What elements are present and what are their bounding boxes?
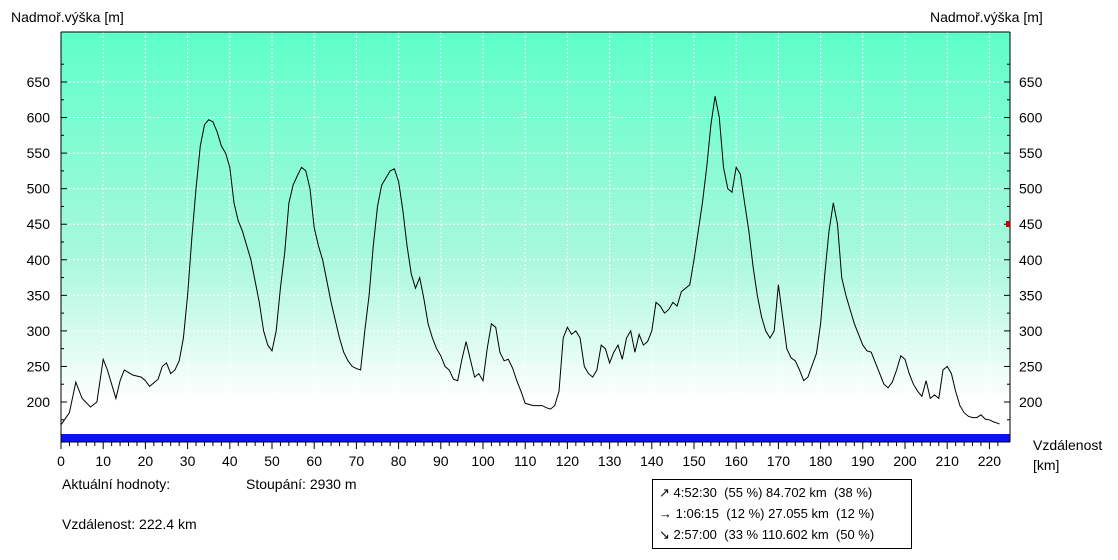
x-tick-label: 30: [180, 453, 196, 469]
x-tick-label: 190: [851, 453, 875, 469]
route-baseline-bar: [61, 434, 1010, 442]
y-axis-label-right: Nadmoř.výška [m]: [930, 9, 1043, 25]
x-tick-label: 140: [640, 453, 664, 469]
stats-text-descent: 2:57:00 (33 % 110.602 km (50 %): [673, 527, 875, 542]
plot-background: [61, 32, 1010, 442]
ascent-label: Stoupání: 2930 m: [246, 476, 357, 492]
current-values-label: Aktuální hodnoty:: [62, 476, 171, 492]
elevation-profile-line: [60, 96, 1000, 426]
x-tick-label: 210: [936, 453, 960, 469]
arrow-down-right-icon: ↘: [659, 527, 670, 542]
y-tick-label-left: 350: [27, 287, 51, 303]
y-tick-label-right: 400: [1019, 252, 1043, 268]
y-tick-label-left: 650: [27, 74, 51, 90]
x-tick-label: 110: [514, 453, 537, 469]
x-tick-label: 40: [222, 453, 238, 469]
x-axis-label: Vzdálenost: [1033, 437, 1103, 453]
x-tick-label: 120: [556, 453, 580, 469]
current-position-marker[interactable]: [1006, 221, 1010, 227]
x-tick-label: 0: [57, 453, 65, 469]
x-tick-label: 220: [978, 453, 1002, 469]
stats-row-flat: → 1:06:15 (12 %) 27.055 km (12 %): [659, 506, 874, 521]
x-axis-unit: [km]: [1033, 457, 1060, 473]
y-tick-label-left: 500: [27, 181, 51, 197]
y-tick-label-right: 200: [1019, 394, 1043, 410]
axis-ticks: [60, 63, 1010, 449]
arrow-right-icon: →: [659, 506, 672, 521]
y-tick-label-left: 400: [27, 252, 51, 268]
grid: [61, 32, 1010, 442]
y-tick-label-right: 550: [1019, 145, 1043, 161]
x-tick-label: 90: [433, 453, 449, 469]
x-tick-label: 60: [306, 453, 322, 469]
x-tick-label: 70: [349, 453, 365, 469]
stats-row-ascent: ↗ 4:52:30 (55 %) 84.702 km (38 %): [659, 485, 872, 501]
x-tick-label: 160: [725, 453, 749, 469]
stats-row-descent: ↘ 2:57:00 (33 % 110.602 km (50 %): [659, 527, 874, 543]
y-tick-label-left: 450: [27, 216, 51, 232]
y-tick-label-left: 300: [27, 323, 51, 339]
y-tick-label-left: 200: [27, 394, 51, 410]
y-tick-label-right: 600: [1019, 110, 1043, 126]
x-tick-label: 170: [767, 453, 791, 469]
y-tick-label-left: 600: [27, 110, 51, 126]
y-tick-label-right: 250: [1019, 358, 1043, 374]
x-tick-label: 180: [809, 453, 833, 469]
y-tick-label-right: 300: [1019, 323, 1043, 339]
x-tick-label: 200: [893, 453, 917, 469]
x-tick-label: 100: [471, 453, 495, 469]
stats-text-flat: 1:06:15 (12 %) 27.055 km (12 %): [675, 506, 875, 521]
x-tick-label: 10: [95, 453, 111, 469]
y-tick-label-right: 450: [1019, 216, 1043, 232]
y-tick-label-right: 500: [1019, 181, 1043, 197]
distance-label: Vzdálenost: 222.4 km: [62, 516, 197, 532]
arrow-up-right-icon: ↗: [659, 485, 670, 500]
x-tick-label: 50: [264, 453, 280, 469]
y-tick-label-right: 650: [1019, 74, 1043, 90]
y-tick-label-left: 250: [27, 358, 51, 374]
segment-stats-box: ↗ 4:52:30 (55 %) 84.702 km (38 %) → 1:06…: [652, 479, 912, 549]
x-tick-label: 80: [391, 453, 407, 469]
y-tick-label-right: 350: [1019, 287, 1043, 303]
x-tick-label: 20: [138, 453, 154, 469]
stats-text-ascent: 4:52:30 (55 %) 84.702 km (38 %): [673, 485, 873, 500]
x-tick-label: 150: [682, 453, 706, 469]
y-axis-label-left: Nadmoř.výška [m]: [11, 9, 124, 25]
y-tick-label-left: 550: [27, 145, 51, 161]
x-tick-label: 130: [598, 453, 622, 469]
